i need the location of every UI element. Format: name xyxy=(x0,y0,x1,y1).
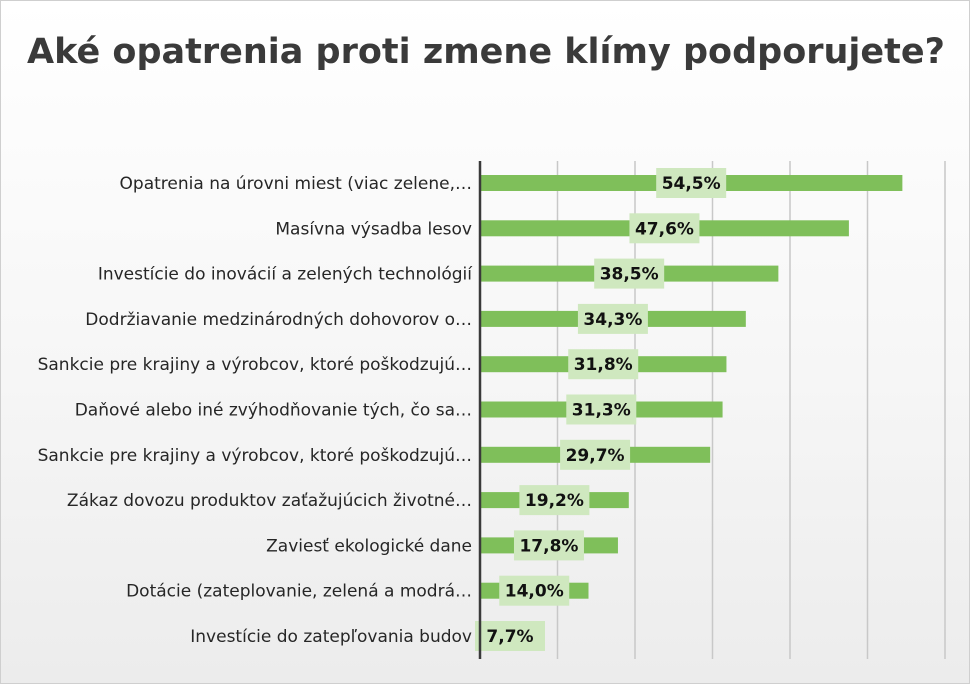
category-label: Sankcie pre krajiny a výrobcov, ktoré po… xyxy=(38,446,472,466)
category-label: Zákaz dovozu produktov zaťažujúcich živo… xyxy=(67,491,472,511)
category-label: Daňové alebo iné zvýhodňovanie tých, čo … xyxy=(75,401,472,421)
data-label: 34,3% xyxy=(583,310,642,330)
data-label-box xyxy=(475,621,545,651)
data-label: 47,6% xyxy=(635,219,694,239)
chart-title: Aké opatrenia proti zmene klímy podporuj… xyxy=(27,32,945,72)
data-label-box xyxy=(577,303,648,334)
data-label: 17,8% xyxy=(519,536,578,556)
data-label-box xyxy=(560,439,631,470)
data-label-box xyxy=(499,575,570,606)
data-label-box xyxy=(519,485,590,516)
data-label: 38,5% xyxy=(600,265,659,285)
data-label-box xyxy=(656,168,727,198)
data-label-box xyxy=(568,349,639,380)
data-label: 19,2% xyxy=(525,491,584,511)
category-label: Investície do zatepľovania budov xyxy=(190,627,472,647)
data-label: 29,7% xyxy=(566,446,625,466)
category-label: Dotácie (zateplovanie, zelená a modrá… xyxy=(126,582,472,602)
category-label: Investície do inovácií a zelených techno… xyxy=(98,265,473,285)
data-label-box xyxy=(513,530,584,561)
data-label: 31,8% xyxy=(574,355,633,375)
data-label-box xyxy=(566,394,637,425)
category-label: Opatrenia na úrovni miest (viac zelene,… xyxy=(120,174,472,194)
data-label-box xyxy=(629,213,700,244)
category-label: Zaviesť ekologické dane xyxy=(266,536,472,556)
data-label: 31,3% xyxy=(572,401,631,421)
data-label: 7,7% xyxy=(486,627,533,647)
data-label: 54,5% xyxy=(662,174,721,194)
category-label: Masívna výsadba lesov xyxy=(275,219,472,239)
category-label: Sankcie pre krajiny a výrobcov, ktoré po… xyxy=(38,355,472,375)
category-label: Dodržiavanie medzinárodných dohovorov o… xyxy=(85,310,472,330)
data-label: 14,0% xyxy=(505,582,564,602)
data-label-box xyxy=(594,258,665,289)
